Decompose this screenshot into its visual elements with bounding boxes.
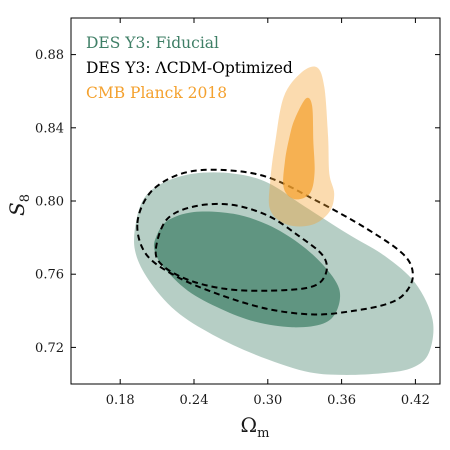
axis-ticks: 0.18 0.24 0.30 0.36 0.42 0.72 0.76 0.80 0.84 0.88 <box>35 18 440 408</box>
x-axis-label-main: Ω <box>241 413 258 437</box>
legend-entry-des-lcdm-optimized: DES Y3: ΛCDM-Optimized <box>86 59 293 77</box>
y-tick-label: 0.80 <box>35 195 64 210</box>
y-axis-label-sub: 8 <box>18 194 33 202</box>
y-axis-label: S8 <box>5 194 33 216</box>
legend: DES Y3: Fiducial DES Y3: ΛCDM-Optimized … <box>86 34 293 102</box>
contour-cmb-planck-2018-68 <box>283 97 315 200</box>
x-axis-label: Ωm <box>241 413 270 441</box>
y-tick-label: 0.76 <box>35 268 64 283</box>
y-axis-label-main: S <box>5 202 29 216</box>
y-tick-label: 0.72 <box>35 341 64 356</box>
y-tick-label: 0.88 <box>35 48 64 63</box>
x-axis-label-sub: m <box>257 426 269 441</box>
x-tick-label: 0.36 <box>327 393 356 408</box>
contour-des-y3-fiducial-68 <box>153 211 341 328</box>
contour-layer <box>133 66 434 375</box>
legend-entry-cmb-planck: CMB Planck 2018 <box>86 84 227 102</box>
x-tick-label: 0.18 <box>106 393 135 408</box>
x-tick-label: 0.30 <box>253 393 282 408</box>
y-tick-label: 0.84 <box>35 121 64 136</box>
x-tick-label: 0.42 <box>401 393 430 408</box>
legend-entry-des-fiducial: DES Y3: Fiducial <box>86 34 219 52</box>
x-tick-label: 0.24 <box>180 393 209 408</box>
contour-des-y3-cdm-optimized-95 <box>136 168 414 316</box>
contour-des-y3-cdm-optimized-68 <box>154 202 328 292</box>
